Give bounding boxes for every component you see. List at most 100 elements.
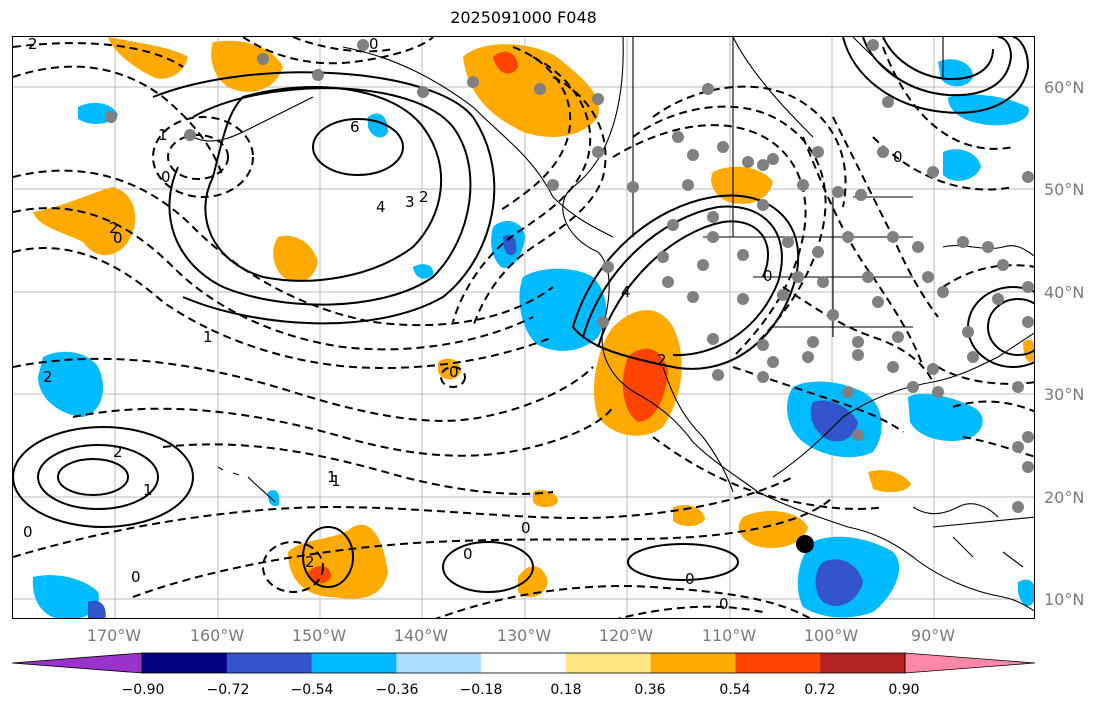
- latitude-label: 20°N: [1044, 488, 1085, 507]
- positive-anomaly-shade: [711, 166, 773, 204]
- negative-anomaly-shade: [1018, 579, 1034, 606]
- negative-contours: [13, 37, 1034, 618]
- contour-label: 1: [158, 126, 168, 144]
- colorbar-swatches: [142, 653, 906, 673]
- longitude-label: 150°W: [291, 626, 347, 645]
- negative-anomaly-shade: [38, 351, 103, 417]
- latitude-label: 50°N: [1044, 180, 1085, 199]
- colorbar-swatch: [311, 653, 397, 673]
- contour-label: 2: [419, 188, 429, 206]
- positive-anomaly-shade: [211, 40, 283, 92]
- graticule: [13, 37, 1034, 618]
- colorbar-swatch: [735, 653, 821, 673]
- negative-anomaly-shade: [815, 559, 863, 606]
- positive-anomaly-shade: [518, 566, 548, 598]
- positive-anomaly-shade: [533, 490, 558, 508]
- positive-anomaly-shade: [622, 348, 668, 422]
- map-panel: 2 1 0 6 4 3 2 0 1 2 0 1 4 2 0 2 0 0 0 2 …: [12, 36, 1035, 619]
- negative-anomaly-shade: [503, 235, 517, 256]
- contour-label: 1: [143, 481, 153, 499]
- contour-label: 2: [305, 553, 315, 571]
- positive-anomaly-shade: [673, 505, 705, 527]
- contour-label: 0: [685, 570, 695, 588]
- colorbar-swatch: [142, 653, 228, 673]
- latitude-label: 10°N: [1044, 590, 1085, 609]
- positive-anomaly-shade: [463, 44, 599, 138]
- colorbar-tick-label: 0.36: [634, 682, 666, 698]
- positive-anomaly-shade: [273, 235, 318, 282]
- coastlines: [192, 37, 1034, 612]
- negative-anomaly-shade: [267, 490, 280, 507]
- latitude-label: 60°N: [1044, 78, 1085, 97]
- longitude-label: 160°W: [189, 626, 245, 645]
- contour-label: 2: [43, 368, 53, 386]
- contour-label: 0: [369, 37, 379, 53]
- latitude-label: 30°N: [1044, 385, 1085, 404]
- contour-label: 0: [463, 545, 473, 563]
- contour-label: 0: [719, 595, 729, 613]
- colorbar-tick-label: −0.54: [290, 682, 334, 698]
- contour-label: 0: [893, 148, 903, 166]
- negative-anomaly-shade: [368, 113, 388, 138]
- colorbar: [12, 652, 1035, 674]
- longitude-label: 140°W: [393, 626, 449, 645]
- positive-anomaly-shade: [108, 37, 188, 79]
- contour-label: 6: [350, 118, 360, 136]
- contour-label: 3: [405, 193, 415, 211]
- contour-labels: 2 1 0 6 4 3 2 0 1 2 0 1 4 2 0 2 0 0 0 2 …: [23, 37, 903, 613]
- colorbar-tick-label: 0.72: [804, 682, 836, 698]
- colorbar-swatch: [565, 653, 652, 673]
- negative-anomaly-shade: [32, 575, 99, 618]
- colorbar-tick-label: −0.90: [121, 682, 165, 698]
- colorbar-tick-label: −0.18: [459, 682, 503, 698]
- longitude-label: 130°W: [496, 626, 552, 645]
- colorbar-tick-label: −0.72: [206, 682, 250, 698]
- map-title: 2025091000 F048: [450, 8, 597, 27]
- positive-anomaly-shade: [1023, 339, 1034, 362]
- positive-anomaly-shade: [33, 187, 136, 256]
- contour-label: 0: [763, 267, 773, 285]
- contour-label: 2: [113, 443, 123, 461]
- colorbar-swatch: [396, 653, 482, 673]
- negative-anomaly-shade: [948, 94, 1029, 126]
- negative-anomaly-shade: [88, 600, 106, 618]
- negative-anomaly-shade: [413, 264, 434, 279]
- longitude-label: 120°W: [598, 626, 654, 645]
- contour-label: 2: [28, 37, 38, 53]
- contour-label: 0: [23, 523, 33, 541]
- contour-label: 4: [376, 198, 386, 216]
- contour-label: 2: [109, 219, 119, 237]
- contour-label: 0: [113, 229, 123, 247]
- contour-label: 0: [521, 519, 531, 537]
- colorbar-tick-label: 0.54: [719, 682, 751, 698]
- longitude-label: 90°W: [910, 626, 956, 645]
- colorbar-swatch: [820, 653, 906, 673]
- latitude-label: 40°N: [1044, 283, 1085, 302]
- positive-anomaly-shade: [308, 565, 331, 584]
- longitude-label: 110°W: [701, 626, 757, 645]
- negative-anomaly-shade: [908, 393, 983, 442]
- colorbar-tick-label: 0.90: [888, 682, 920, 698]
- colorbar-swatch: [481, 653, 567, 673]
- contour-label: 2: [657, 351, 667, 369]
- contour-label: 0: [131, 568, 141, 586]
- station-dots: [105, 39, 1034, 513]
- contour-label: 1: [331, 472, 341, 490]
- negative-anomaly-shade: [943, 149, 981, 181]
- storm-center-marker: [796, 535, 814, 553]
- colorbar-min-arrow: [12, 652, 143, 674]
- colorbar-swatch: [650, 653, 736, 673]
- longitude-label: 100°W: [803, 626, 859, 645]
- contour-label: 1: [203, 328, 213, 346]
- contour-label: 1: [327, 468, 337, 486]
- positive-contours: [13, 37, 1034, 593]
- positive-anomaly-shade: [493, 51, 518, 74]
- positive-anomaly-shade: [868, 470, 911, 493]
- colorbar-max-arrow: [904, 652, 1035, 674]
- contour-label: 4: [621, 283, 631, 301]
- colorbar-swatch: [226, 653, 313, 673]
- negative-anomaly-shade: [810, 400, 858, 442]
- longitude-label: 170°W: [86, 626, 142, 645]
- colorbar-tick-label: −0.36: [375, 682, 419, 698]
- shaded-field: [32, 37, 1034, 618]
